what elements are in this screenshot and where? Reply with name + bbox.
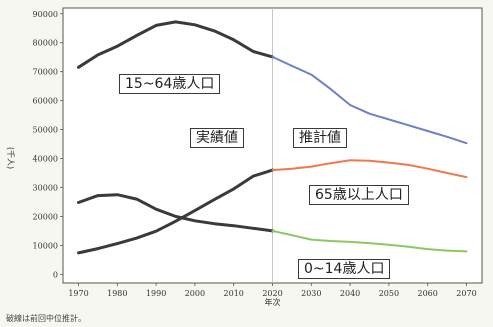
x-tick-label: 2010 xyxy=(224,289,244,298)
x-tick-label: 2070 xyxy=(456,289,476,298)
y-tick-label: 40000 xyxy=(33,155,58,164)
x-tick-label: 2030 xyxy=(301,289,321,298)
y-tick-label: 50000 xyxy=(33,126,58,135)
projected-values-label: 推計値 xyxy=(293,128,347,148)
x-tick-label: 1990 xyxy=(146,289,166,298)
series-label-working-age: 15~64歳人口 xyxy=(119,74,221,94)
series-2-projected-line xyxy=(271,229,468,253)
x-axis-title: 年次 xyxy=(265,297,281,307)
y-tick-label: 90000 xyxy=(33,10,58,19)
x-tick-label: 2050 xyxy=(379,289,399,298)
y-tick-label: 60000 xyxy=(33,97,58,106)
y-tick-label: 10000 xyxy=(33,241,58,250)
footnote: 破線は前回中位推計。 xyxy=(6,314,86,323)
series-label-elderly: 65歳以上人口 xyxy=(309,185,409,205)
y-axis-title: (千人) xyxy=(6,147,16,169)
x-tick-label: 1980 xyxy=(107,289,127,298)
series-lines xyxy=(77,20,468,255)
y-tick-label: 30000 xyxy=(33,183,58,192)
x-axis-ticks: 1970 1980 1990 2000 2010 2020 2030 2040 2050 2060… xyxy=(68,283,477,298)
series-1-actual-line xyxy=(77,168,274,255)
x-tick-label: 2000 xyxy=(185,289,205,298)
y-tick-label: 0 xyxy=(53,270,58,279)
series-2-actual-line xyxy=(77,193,274,233)
plot-frame xyxy=(62,7,483,284)
series-0-projected-line xyxy=(271,55,468,145)
y-axis-ticks: 0 10000 20000 30000 40000 50000 60000 70000 8000… xyxy=(33,10,63,279)
x-tick-label: 1970 xyxy=(68,289,88,298)
series-1-projected-line xyxy=(271,159,468,179)
y-tick-label: 80000 xyxy=(33,39,58,48)
y-tick-label: 70000 xyxy=(33,68,58,77)
series-label-children: 0~14歳人口 xyxy=(298,259,391,279)
x-tick-label: 2040 xyxy=(340,289,360,298)
x-tick-label: 2060 xyxy=(418,289,438,298)
series-0-actual-line xyxy=(77,20,274,69)
x-tick-label: 2020 xyxy=(262,289,282,298)
actual-values-label: 実績値 xyxy=(190,128,244,148)
y-tick-label: 20000 xyxy=(33,212,58,221)
